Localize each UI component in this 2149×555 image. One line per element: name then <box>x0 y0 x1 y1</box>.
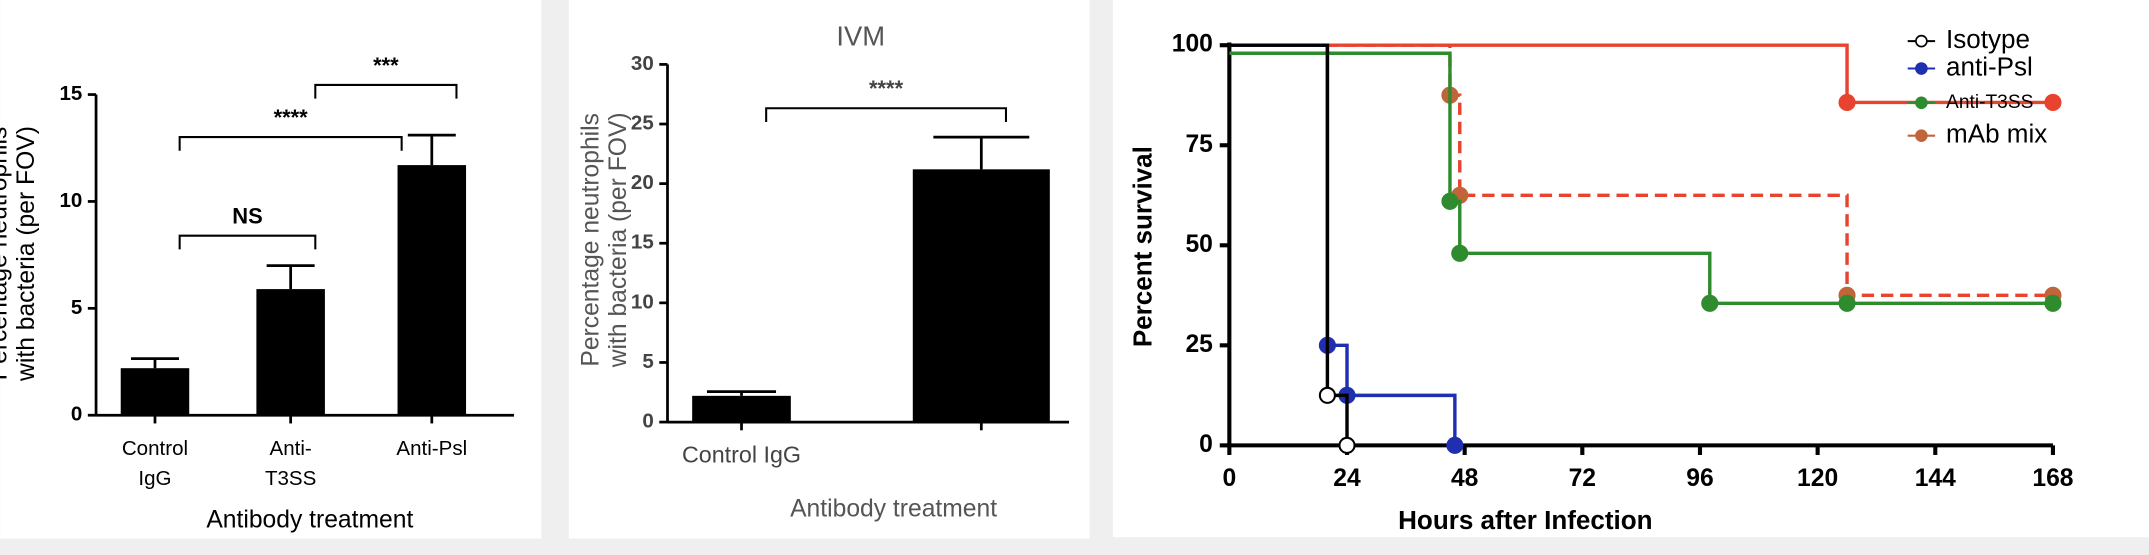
legend-marker <box>1915 34 1928 48</box>
x-tick-label: 24 <box>1333 465 1361 492</box>
bar <box>912 169 1050 423</box>
x-axis-label: Hours after Infection <box>1398 505 1652 535</box>
x-tick-label: Control IgG <box>682 441 801 467</box>
significance-bracket <box>178 234 317 250</box>
marker <box>2044 93 2062 112</box>
y-tick-label: 0 <box>642 409 653 432</box>
y-tick-label: 30 <box>631 52 654 75</box>
significance-bracket <box>314 83 458 99</box>
bar <box>256 289 325 416</box>
y-axis-label: with bacteria (per FOV) <box>13 126 40 382</box>
significance-bracket <box>178 136 403 151</box>
y-tick-label: 5 <box>71 296 82 319</box>
marker <box>1838 93 1856 112</box>
y-tick-label: 100 <box>1172 31 1213 58</box>
x-tick-label: Control <box>122 437 188 460</box>
marker <box>1318 386 1336 404</box>
marker <box>1441 192 1459 210</box>
legend-marker <box>1915 96 1928 110</box>
x-tick-label: 48 <box>1451 465 1478 492</box>
survival-line <box>1229 43 2053 298</box>
significance-label: NS <box>232 204 262 229</box>
legend-label: anti-Psl <box>1946 51 2033 81</box>
x-tick-label: IgG <box>138 467 171 490</box>
legend-label: mAb mix <box>1946 119 2047 149</box>
x-axis-label: Antibody treatment <box>790 495 997 522</box>
y-tick-label: 50 <box>1185 231 1212 258</box>
marker <box>1838 294 1856 312</box>
panel <box>1112 0 2149 538</box>
y-tick-label: 15 <box>59 82 82 105</box>
bar <box>120 368 190 416</box>
error-bar <box>706 390 777 396</box>
survival-line <box>1229 43 2053 105</box>
chart-title: IVM <box>836 21 885 52</box>
x-tick-label: 72 <box>1569 465 1596 492</box>
x-tick-label: 144 <box>1915 465 1956 492</box>
legend-marker <box>1915 129 1928 142</box>
error-bar <box>266 264 315 290</box>
x-tick-label: Anti- <box>270 437 312 460</box>
x-tick-label: 96 <box>1686 465 1713 492</box>
y-tick-label: 5 <box>642 350 653 373</box>
legend-label: Isotype <box>1946 24 2030 54</box>
x-tick-label: T3SS <box>265 467 316 490</box>
significance-label: **** <box>274 105 309 130</box>
significance-label: *** <box>373 53 399 78</box>
y-tick-label: 15 <box>631 231 654 254</box>
marker <box>1338 436 1356 454</box>
y-tick-label: 0 <box>1199 431 1213 458</box>
x-tick-label: 120 <box>1797 465 1838 492</box>
y-axis-label: Percentage neutrophils <box>0 127 13 381</box>
x-tick-label: 168 <box>2032 465 2073 492</box>
y-axis-label: Percent survival <box>1127 146 1157 347</box>
y-tick-label: 10 <box>631 290 654 313</box>
y-tick-label: 25 <box>631 111 654 134</box>
x-tick-label: 0 <box>1222 465 1236 492</box>
bar <box>692 395 791 423</box>
error-bar <box>933 135 1030 170</box>
marker <box>1446 436 1464 454</box>
x-axis-label: Antibody treatment <box>206 506 413 533</box>
bar <box>397 165 467 416</box>
legend-marker <box>1915 62 1928 75</box>
marker <box>2044 294 2062 312</box>
significance-label: **** <box>869 76 904 101</box>
y-axis-label: with bacteria (per FOV) <box>605 112 632 368</box>
legend-label: Anti-T3SS <box>1946 92 2033 113</box>
marker <box>1451 244 1469 262</box>
y-axis-label: Percentage neutrophils <box>578 113 605 367</box>
y-tick-label: 25 <box>1185 331 1213 358</box>
y-tick-label: 75 <box>1185 131 1213 158</box>
error-bar <box>131 357 179 369</box>
y-tick-label: 10 <box>59 189 82 212</box>
significance-bracket <box>765 107 1008 122</box>
y-tick-label: 0 <box>71 403 82 426</box>
y-tick-label: 20 <box>631 171 654 194</box>
x-tick-label: Anti-Psl <box>396 437 467 460</box>
error-bar <box>407 133 456 166</box>
marker <box>1701 294 1719 312</box>
